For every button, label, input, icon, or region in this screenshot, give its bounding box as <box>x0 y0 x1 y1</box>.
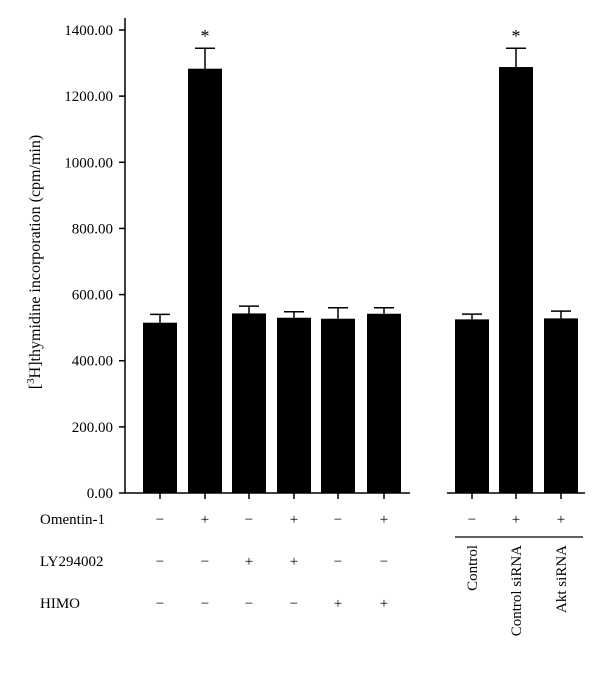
y-tick-label: 1000.00 <box>64 155 113 171</box>
y-axis-title-pre: [ <box>27 384 44 389</box>
y-tick-label: 200.00 <box>72 420 113 436</box>
bar <box>143 322 177 493</box>
bar <box>277 317 311 493</box>
group-label: Akt siRNA <box>554 545 570 613</box>
group-label: Control siRNA <box>509 545 525 636</box>
factor-sign: + <box>557 512 565 528</box>
factor-sign: + <box>290 512 298 528</box>
factor-sign: − <box>156 512 164 528</box>
factor-sign: − <box>334 512 342 528</box>
factor-sign: − <box>201 596 209 612</box>
factor-sign: + <box>334 596 342 612</box>
y-axis-title-post: H]thymidine incorporation (cpm/min) <box>27 135 44 379</box>
bar <box>367 313 401 493</box>
bar <box>321 318 355 493</box>
factor-sign: + <box>201 512 209 528</box>
factor-sign: − <box>245 596 253 612</box>
factor-sign: − <box>245 512 253 528</box>
group-label: Control <box>465 545 481 591</box>
factor-label: Omentin-1 <box>40 512 105 528</box>
significance-star: * <box>201 26 210 46</box>
bar <box>499 67 533 493</box>
factor-label: LY294002 <box>40 554 104 570</box>
factor-sign: − <box>334 554 342 570</box>
y-axis-title-superscript: 3 <box>25 378 37 384</box>
factor-sign: + <box>512 512 520 528</box>
factor-sign: + <box>380 512 388 528</box>
bar <box>232 313 266 493</box>
factor-sign: − <box>468 512 476 528</box>
factor-sign: − <box>290 596 298 612</box>
factor-sign: − <box>380 554 388 570</box>
factor-sign: − <box>156 596 164 612</box>
factor-sign: − <box>201 554 209 570</box>
factor-sign: − <box>156 554 164 570</box>
factor-label: HIMO <box>40 596 80 612</box>
factor-sign: + <box>245 554 253 570</box>
bar <box>188 68 222 493</box>
y-tick-label: 1400.00 <box>64 23 113 39</box>
y-tick-label: 600.00 <box>72 288 113 304</box>
y-tick-label: 1200.00 <box>64 89 113 105</box>
bar <box>455 319 489 493</box>
factor-sign: + <box>380 596 388 612</box>
factor-sign: + <box>290 554 298 570</box>
y-tick-label: 800.00 <box>72 221 113 237</box>
bar <box>544 318 578 493</box>
significance-star: * <box>512 26 521 46</box>
y-tick-label: 400.00 <box>72 354 113 370</box>
y-axis-title: [3H]thymidine incorporation (cpm/min) <box>25 135 44 389</box>
y-tick-label: 0.00 <box>87 486 113 502</box>
